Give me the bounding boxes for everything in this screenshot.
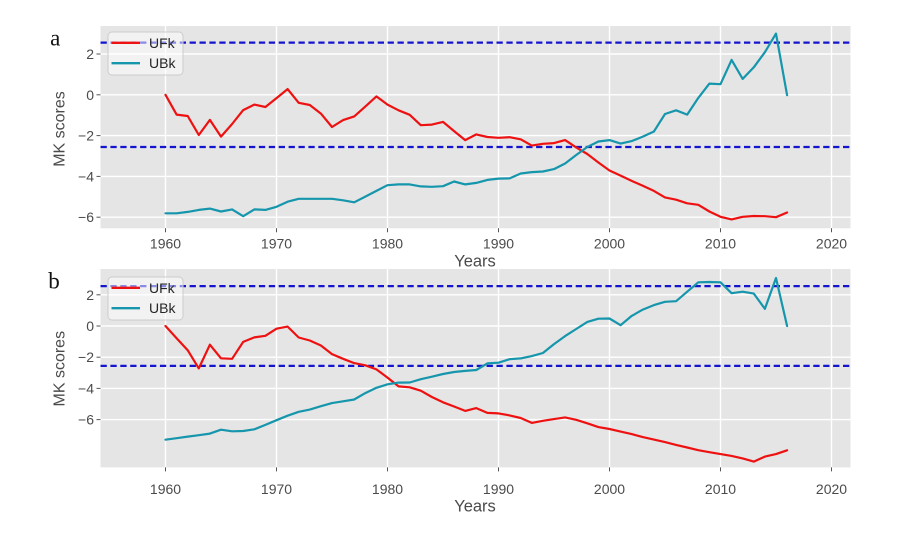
svg-text:2020: 2020	[816, 236, 847, 252]
svg-text:1970: 1970	[261, 481, 292, 497]
svg-text:a: a	[50, 25, 60, 50]
svg-text:2010: 2010	[705, 236, 736, 252]
svg-text:−2: −2	[78, 128, 94, 144]
svg-text:1980: 1980	[372, 481, 403, 497]
svg-text:MK scores: MK scores	[52, 91, 69, 167]
svg-text:−2: −2	[78, 349, 94, 365]
svg-text:UBk: UBk	[149, 300, 176, 316]
svg-text:−4: −4	[78, 380, 94, 396]
svg-text:1990: 1990	[483, 481, 514, 497]
svg-text:UBk: UBk	[149, 55, 176, 71]
svg-text:UFk: UFk	[149, 280, 176, 296]
svg-text:2010: 2010	[705, 481, 736, 497]
svg-text:2000: 2000	[594, 481, 625, 497]
svg-text:1960: 1960	[150, 236, 181, 252]
svg-text:Years: Years	[454, 253, 496, 271]
svg-text:1960: 1960	[150, 481, 181, 497]
svg-text:MK scores: MK scores	[52, 331, 69, 407]
svg-text:0: 0	[86, 87, 94, 103]
svg-text:2: 2	[86, 46, 94, 62]
svg-text:−4: −4	[78, 168, 94, 184]
svg-text:2: 2	[86, 287, 94, 303]
svg-text:Years: Years	[454, 498, 496, 516]
svg-text:1970: 1970	[261, 236, 292, 252]
svg-text:UFk: UFk	[149, 35, 176, 51]
svg-text:−6: −6	[78, 412, 94, 428]
svg-text:−6: −6	[78, 209, 94, 225]
svg-text:0: 0	[86, 318, 94, 334]
svg-text:1980: 1980	[372, 236, 403, 252]
svg-text:1990: 1990	[483, 236, 514, 252]
svg-text:2020: 2020	[816, 481, 847, 497]
svg-text:b: b	[48, 269, 60, 294]
svg-text:2000: 2000	[594, 236, 625, 252]
